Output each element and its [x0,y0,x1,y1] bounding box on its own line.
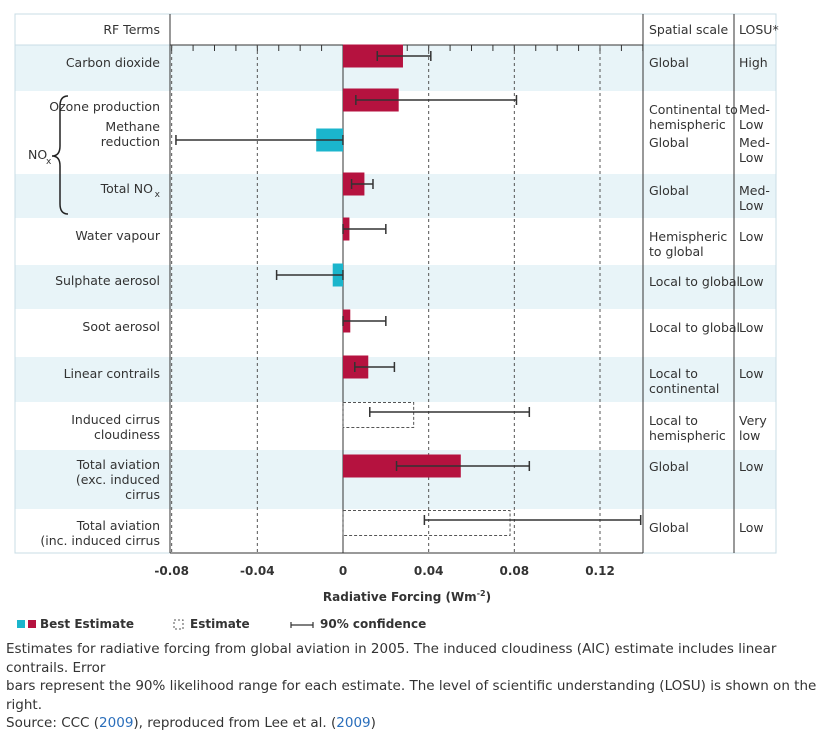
legend-best-estimate: Best Estimate [40,617,134,631]
x-axis-title: Radiative Forcing (Wm-2) [323,589,491,604]
losu-cell-8: Very [739,413,767,428]
chart-frame [14,13,777,554]
losu-cell-8: low [739,428,760,443]
row-label-9: Total aviation [76,457,160,472]
losu-cell-10: Low [739,520,764,535]
caption-source-prefix: Source: CCC ( [6,715,100,731]
scale-cell-4: to global [649,244,704,259]
scale-cell-2: Global [649,135,689,150]
row-label-1: Ozone production [49,99,160,114]
row-label-9: cirrus [125,487,160,502]
losu-cell-3: Low [739,198,764,213]
row-label-2: Methane [105,119,160,134]
caption-line-1: Estimates for radiative forcing from glo… [6,641,777,676]
scale-cell-0: Global [649,55,689,70]
x-tick-label: 0.04 [414,564,444,578]
row-label-8: cloudiness [94,427,160,442]
losu-cell-2: Low [739,150,764,165]
losu-cell-4: Low [739,229,764,244]
scale-cell-1: hemispheric [649,117,726,132]
scale-cell-8: hemispheric [649,428,726,443]
losu-cell-6: Low [739,320,764,335]
x-tick-label: -0.04 [240,564,275,578]
nox-brace [51,95,69,215]
losu-cell-3: Med- [739,183,770,198]
caption-line-2: bars represent the 90% likelihood range … [6,678,817,713]
row-labels: Carbon dioxide Ozone production Methanered… [28,55,161,548]
x-axis: -0.08 -0.04 0 0.04 0.08 0.12 Radiative Forcing… [154,564,614,604]
scale-cell-8: Local to [649,413,698,428]
caption-link-2009-ccc[interactable]: 2009 [99,715,134,731]
legend-swatch-estimate [173,619,184,630]
grid-lines [171,45,601,553]
row-shade-3 [15,173,776,219]
losu-cell-1: Low [739,117,764,132]
row-label-9: (exc. induced [76,472,160,487]
scale-cell-7: continental [649,381,719,396]
x-tick-label: -0.08 [154,564,189,578]
row-label-7: Linear contrails [64,366,160,381]
caption-source-mid: ), reproduced from Lee et al. ( [133,715,337,731]
row-label-sub-3: x [155,190,161,200]
bar-estimate-10 [342,510,511,536]
scale-cell-5: Local to global [649,274,740,289]
brace-label-nox: NO [28,147,47,162]
scale-cell-6: Local to global [649,320,740,335]
row-label-6: Soot aerosol [82,319,160,334]
header-spatial-scale: Spatial scale [649,22,729,37]
row-label-4: Water vapour [75,228,160,243]
scale-cell-9: Global [649,459,689,474]
row-shading [15,45,776,511]
row-label-0: Carbon dioxide [66,55,160,70]
scale-cell-4: Hemispheric [649,229,727,244]
legend-swatch-positive [28,620,36,628]
scale-cell-3: Global [649,183,689,198]
figure-caption: Estimates for radiative forcing from glo… [6,640,828,733]
bar-estimate-8 [342,402,415,428]
legend: Best Estimate Estimate 90% confidence [17,617,426,631]
row-label-3: Total NO [100,181,154,196]
legend-confidence: 90% confidence [320,617,426,631]
radiative-forcing-chart: Carbon dioxide Ozone production Methanered… [14,13,779,631]
x-tick-label: 0.08 [500,564,530,578]
scale-cell-7: Local to [649,366,698,381]
scale-cell-1: Continental to [649,102,738,117]
header-losu: LOSU* [739,22,779,37]
brace-label-nox-sub: x [46,157,52,167]
legend-estimate: Estimate [190,617,250,631]
row-label-5: Sulphate aerosol [55,273,160,288]
losu-cell-0: High [739,55,768,70]
x-tick-label: 0 [339,564,347,578]
error-bars [175,51,642,525]
losu-cell-2: Med- [739,135,770,150]
x-tick-label: 0.12 [585,564,615,578]
caption-source: Source: CCC (2009), reproduced from Lee … [6,714,828,733]
bar-0 [343,44,403,68]
losu-cell-1: Med- [739,102,770,117]
row-shade-7 [15,356,776,403]
side-table: RF Terms Spatial scale LOSU* Global High Cont… [103,22,778,535]
caption-link-2009-lee[interactable]: 2009 [336,715,371,731]
row-label-2: reduction [101,134,160,149]
row-label-8: Induced cirrus [71,412,160,427]
scale-cell-10: Global [649,520,689,535]
row-label-10: Total aviation [76,518,160,533]
losu-cell-7: Low [739,366,764,381]
row-shade-5 [15,264,776,310]
legend-swatch-negative [17,620,25,628]
losu-cell-9: Low [739,459,764,474]
caption-source-end: ) [370,715,376,731]
row-label-10: (inc. induced cirrus [40,533,160,548]
header-rf-terms: RF Terms [103,22,160,37]
losu-cell-5: Low [739,274,764,289]
